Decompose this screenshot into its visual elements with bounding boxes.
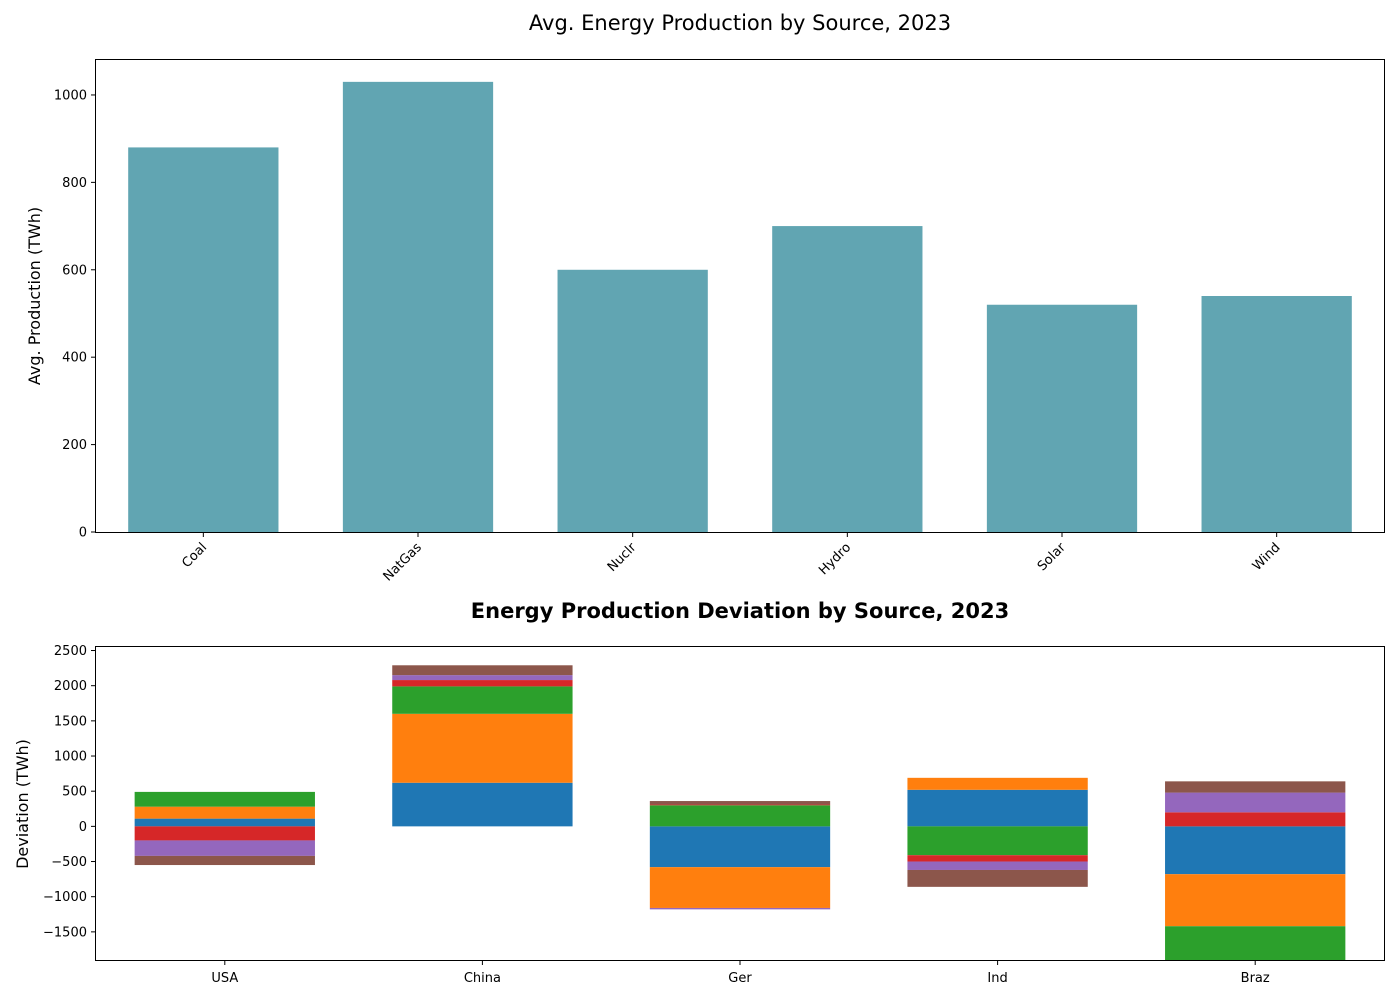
x-tick-label: Braz xyxy=(1241,971,1270,986)
stack-segment-china-3 xyxy=(392,680,573,687)
stack-segment-braz-5 xyxy=(1165,781,1346,793)
stack-segment-ger-1 xyxy=(649,867,831,908)
y-tick-label: 1000 xyxy=(54,88,87,103)
stack-segment-usa-1 xyxy=(134,806,315,819)
y-tick-label: 1500 xyxy=(54,714,87,729)
chart1-plot-frame xyxy=(95,59,1385,533)
stack-segment-usa-2 xyxy=(134,791,315,807)
stack-segment-braz-2 xyxy=(1165,926,1346,960)
stack-segment-usa-4 xyxy=(134,840,315,856)
x-tick-label: Wind xyxy=(1250,540,1284,574)
stack-segment-braz-4 xyxy=(1165,792,1346,813)
x-tick-label: Solar xyxy=(1035,540,1069,574)
x-tick-label: Hydro xyxy=(816,540,854,578)
stack-segment-china-1 xyxy=(392,713,573,783)
y-tick-label: 0 xyxy=(79,526,87,541)
stack-segment-ind-0 xyxy=(907,789,1088,827)
x-tick-label: Coal xyxy=(179,540,210,571)
stack-segment-ger-2 xyxy=(649,805,831,827)
y-tick-label: 800 xyxy=(62,176,87,191)
stack-segment-ind-3 xyxy=(907,855,1088,862)
bar-wind xyxy=(1201,296,1352,532)
stack-segment-ind-1 xyxy=(907,777,1088,790)
stack-segment-usa-5 xyxy=(134,855,315,866)
y-tick-label: −1000 xyxy=(43,890,87,905)
chart2-plot-frame xyxy=(95,646,1385,961)
stack-segment-china-5 xyxy=(392,665,573,676)
stack-segment-ger-0 xyxy=(649,826,831,868)
stack-segment-ind-2 xyxy=(907,826,1088,856)
y-tick-label: 2500 xyxy=(54,644,87,659)
stack-segment-china-2 xyxy=(392,686,573,714)
stack-segment-ind-4 xyxy=(907,861,1088,870)
stack-segment-ger-5 xyxy=(649,801,831,805)
chart1-ylabel: Avg. Production (TWh) xyxy=(25,207,44,385)
y-tick-label: −500 xyxy=(51,855,87,870)
bar-nuclr xyxy=(557,269,708,532)
chart2-title: Energy Production Deviation by Source, 2… xyxy=(471,599,1009,623)
stack-segment-braz-1 xyxy=(1165,874,1346,927)
bar-coal xyxy=(128,147,279,532)
x-tick-label: China xyxy=(464,971,501,986)
chart-avg-production: Avg. Energy Production by Source, 2023 A… xyxy=(25,11,1385,584)
x-tick-label: USA xyxy=(211,971,238,986)
y-tick-label: −1500 xyxy=(43,925,87,940)
y-tick-label: 400 xyxy=(62,351,87,366)
chart-deviation: Energy Production Deviation by Source, 2… xyxy=(13,599,1385,986)
stack-segment-usa-3 xyxy=(134,826,315,841)
y-tick-label: 0 xyxy=(79,820,87,835)
bar-solar xyxy=(986,304,1138,532)
stack-segment-china-4 xyxy=(392,675,573,681)
y-tick-label: 500 xyxy=(62,785,87,800)
stack-segment-usa-0 xyxy=(134,818,315,827)
x-tick-label: Nuclr xyxy=(605,540,640,575)
y-tick-label: 200 xyxy=(62,438,87,453)
stack-segment-ger-4 xyxy=(649,907,831,910)
stack-segment-ind-5 xyxy=(907,869,1088,887)
stack-segment-braz-3 xyxy=(1165,812,1346,827)
stack-segment-ger-3 xyxy=(649,804,831,806)
y-tick-label: 600 xyxy=(62,263,87,278)
x-tick-label: NatGas xyxy=(381,540,425,584)
y-tick-label: 2000 xyxy=(54,679,87,694)
chart2-ylabel: Deviation (TWh) xyxy=(13,739,32,869)
bar-hydro xyxy=(772,226,923,532)
x-tick-label: Ger xyxy=(728,971,752,986)
stack-segment-braz-0 xyxy=(1165,826,1346,875)
chart1-title: Avg. Energy Production by Source, 2023 xyxy=(529,11,951,35)
bar-natgas xyxy=(342,81,494,532)
stack-segment-china-0 xyxy=(392,782,573,827)
y-tick-label: 1000 xyxy=(54,750,87,765)
x-tick-label: Ind xyxy=(987,971,1007,986)
